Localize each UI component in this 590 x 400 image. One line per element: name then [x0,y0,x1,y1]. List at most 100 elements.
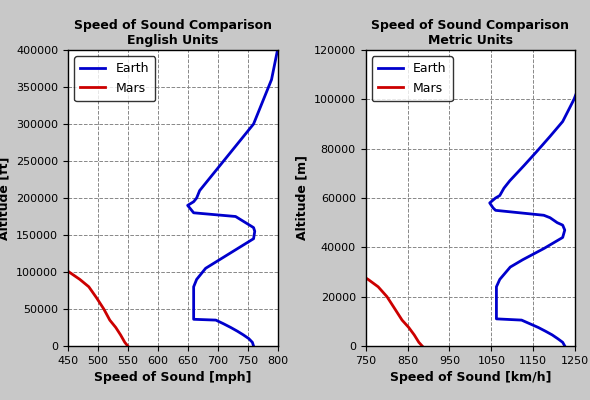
Mars [76,277,83,282]
Mars [93,296,100,300]
Earth [193,277,200,282]
Earth [559,340,566,345]
Earth [190,199,197,204]
Mars [365,277,372,282]
Mars [405,325,412,330]
Mars [65,270,73,274]
Line: Mars: Mars [356,272,422,346]
Earth [250,225,257,230]
Earth [492,196,499,200]
Mars [415,340,422,345]
Earth [571,97,578,102]
Earth [250,122,257,126]
Line: Mars: Mars [69,272,128,346]
Earth [250,344,257,348]
Mars [86,284,93,289]
Earth [251,229,258,234]
Earth [190,306,197,311]
Mars [112,325,119,330]
Earth [493,316,500,321]
Earth [546,134,553,139]
Mars [419,344,426,348]
Title: Speed of Sound Comparison
Metric Units: Speed of Sound Comparison Metric Units [372,20,569,48]
Earth [554,336,561,341]
Earth [227,325,234,330]
X-axis label: Speed of Sound [mph]: Speed of Sound [mph] [94,371,251,384]
Earth [234,329,241,334]
Legend: Earth, Mars: Earth, Mars [74,56,155,101]
Earth [559,223,566,228]
Line: Earth: Earth [188,50,277,346]
Earth [220,322,227,326]
Earth [542,329,549,334]
Earth [190,210,197,215]
Mars [411,332,418,337]
Earth [561,344,568,348]
Earth [553,220,560,225]
Earth [561,228,568,232]
Earth [493,294,500,299]
Mars [121,340,128,345]
Y-axis label: Altitude [ft]: Altitude [ft] [0,156,11,240]
Earth [249,340,256,345]
Earth [214,166,221,171]
Earth [506,178,513,183]
Earth [588,43,590,48]
Mars [100,306,107,311]
Earth [492,208,499,213]
Earth [493,292,500,297]
Earth [184,203,191,208]
Earth [238,218,245,222]
Earth [493,314,500,319]
Title: Speed of Sound Comparison
English Units: Speed of Sound Comparison English Units [74,20,271,48]
Legend: Earth, Mars: Earth, Mars [372,56,453,101]
Earth [190,317,197,322]
Earth [190,284,197,289]
Earth [518,318,525,322]
X-axis label: Speed of Sound [km/h]: Speed of Sound [km/h] [389,371,551,384]
Earth [549,332,556,337]
Mars [106,318,113,322]
Earth [190,296,197,300]
Earth [202,266,209,271]
Y-axis label: Altitude [m]: Altitude [m] [295,156,308,240]
Earth [238,136,245,141]
Earth [240,332,247,337]
Earth [493,306,500,311]
Earth [190,292,197,297]
Earth [500,186,507,190]
Earth [533,149,540,154]
Earth [486,200,493,205]
Earth [535,325,542,330]
Earth [540,246,548,251]
Earth [190,299,197,304]
Earth [520,164,527,168]
Earth [496,193,503,198]
Earth [496,277,503,282]
Earth [519,257,526,262]
Earth [245,336,253,341]
Line: Earth: Earth [490,45,590,346]
Earth [244,222,251,226]
Earth [187,207,194,212]
Earth [274,48,281,52]
Earth [193,196,200,200]
Earth [202,181,209,186]
Mars [384,294,391,299]
Earth [232,247,239,252]
Earth [559,119,566,124]
Earth [196,188,203,193]
Earth [559,235,566,240]
Earth [507,265,514,270]
Earth [540,213,548,218]
Mars [398,318,405,322]
Earth [493,284,500,289]
Earth [190,314,197,319]
Earth [226,151,233,156]
Earth [580,72,587,77]
Earth [493,299,500,304]
Earth [212,318,219,322]
Earth [214,258,221,263]
Mars [117,332,124,337]
Mars [352,270,359,274]
